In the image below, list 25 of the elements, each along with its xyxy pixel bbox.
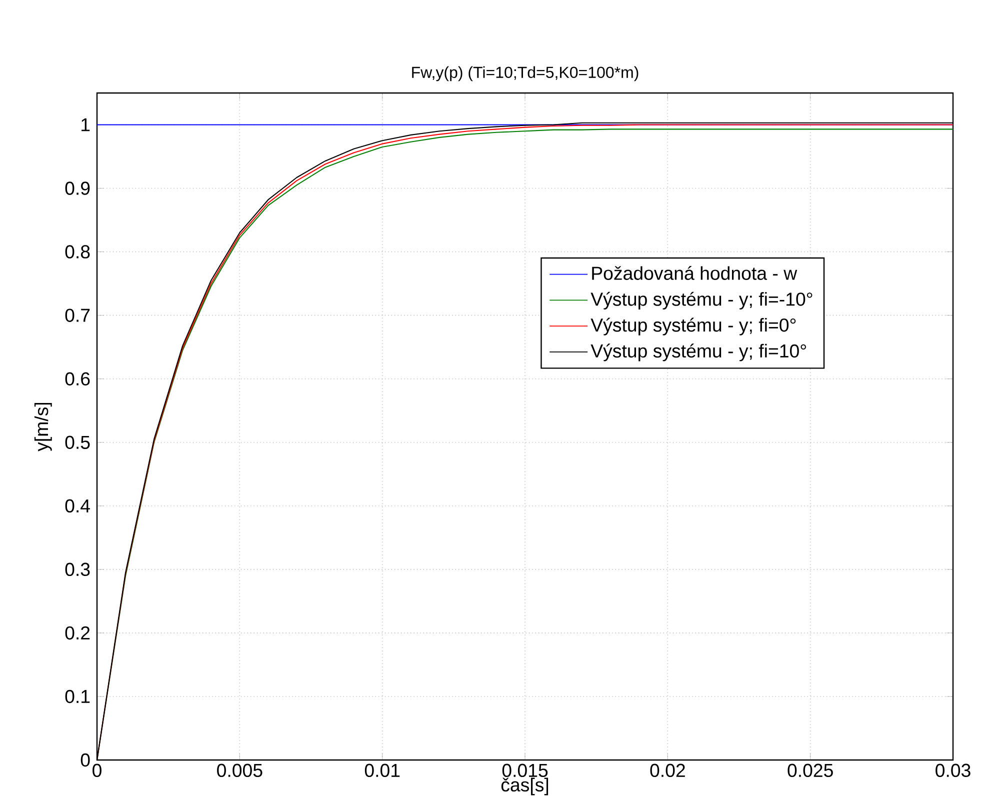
y-tick-label: 0.5 [65,436,90,449]
y-axis-title: y[m/s] [34,402,52,452]
y-tick-label: 0 [80,753,90,767]
chart-title: Fw,y(p) (Ti=10;Td=5,K0=100*m) [412,66,638,82]
y-tick-label: 0.2 [65,626,90,640]
x-tick-label: 0.025 [788,764,833,778]
y-tick-label: 0.3 [65,562,90,576]
x-tick-label: 0 [92,764,102,778]
x-tick-label: 0.02 [650,764,685,778]
x-tick-label: 0.015 [502,764,548,778]
legend-label: Výstup systému - y; fi=10° [590,344,806,362]
x-tick-label: 0.005 [217,764,262,778]
y-tick-label: 0.7 [65,308,90,322]
x-axis-title: čas[s] [501,778,548,796]
x-tick-label: 0.03 [936,764,970,778]
y-tick-label: 0.9 [65,182,90,195]
y-tick-label: 0.6 [65,372,90,386]
legend-label: Výstup systému - y; fi=-10° [590,292,812,310]
y-tick-label: 0.8 [65,245,90,258]
x-tick-label: 0.01 [364,764,400,778]
y-tick-label: 0.1 [65,690,90,704]
legend-label: Požadovaná hodnota - w [592,266,798,280]
y-tick-label: 0.4 [65,499,90,513]
y-tick-label: 1 [82,118,90,132]
legend-label: Výstup systému - y; fi=0° [590,318,796,336]
